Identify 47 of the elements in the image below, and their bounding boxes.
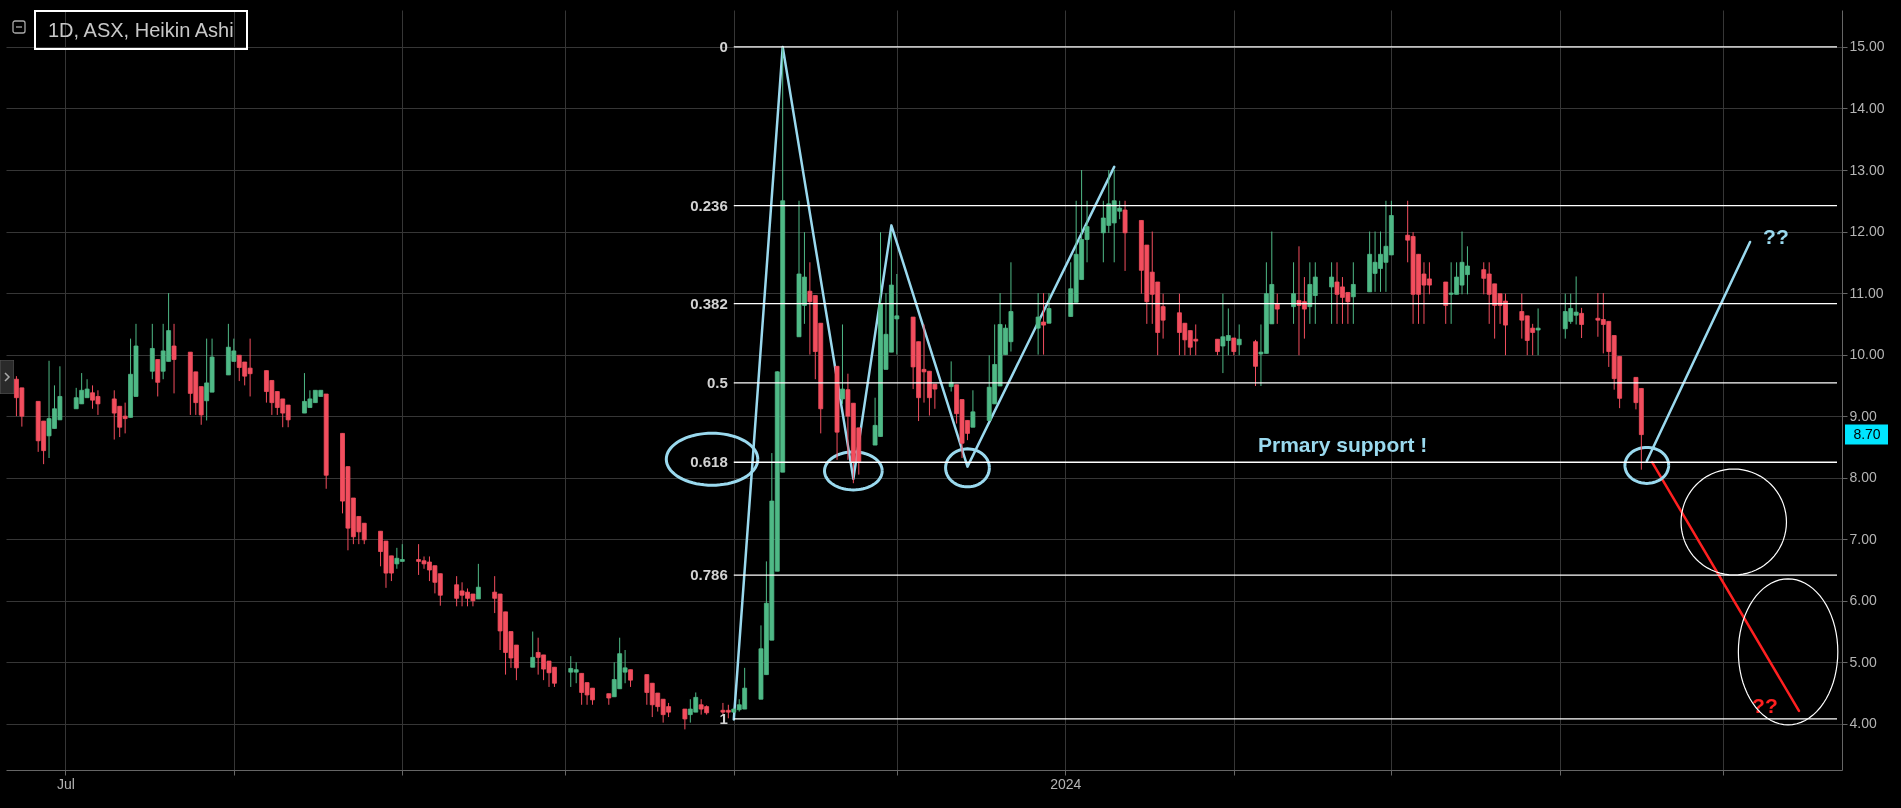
annotation: Prmary support ! <box>1258 433 1428 457</box>
y-tick-label: 8.00 <box>1849 469 1877 486</box>
candlestick <box>1291 261 1296 325</box>
candlestick <box>1443 281 1449 325</box>
candlestick <box>1046 292 1052 324</box>
chart-title: 1D, ASX, Heikin Ashi <box>34 10 248 50</box>
candlestick <box>171 323 177 394</box>
ref-line-label: 0.786 <box>690 566 728 584</box>
candlestick <box>1035 292 1041 356</box>
y-tick-label: 9.00 <box>1849 407 1877 424</box>
ref-line-label: 0.382 <box>690 294 728 312</box>
y-tick-label: 13.00 <box>1849 161 1885 178</box>
x-tick-label: Jul <box>56 775 75 792</box>
annotation: ?? <box>1763 225 1789 248</box>
line-series <box>732 45 1116 721</box>
y-tick-label: 5.00 <box>1849 653 1877 670</box>
candlestick <box>530 631 536 668</box>
ref-line-label: 0.5 <box>706 373 728 391</box>
candlestick <box>1350 261 1356 325</box>
text: 8.70 <box>1853 425 1881 442</box>
annotation: ?? <box>1752 693 1778 717</box>
y-tick-label: 11.00 <box>1849 284 1884 301</box>
candlestick <box>840 323 845 405</box>
ref-line-label: 0 <box>719 37 728 55</box>
y-tick-label: 12.00 <box>1849 223 1885 240</box>
y-tick-label: 14.00 <box>1849 99 1885 116</box>
ref-line-label: 0.618 <box>690 453 728 471</box>
candlestick <box>1329 261 1334 325</box>
y-tick-label: 15.00 <box>1849 38 1885 55</box>
candlestick <box>1041 292 1046 356</box>
y-tick-label: 7.00 <box>1849 530 1877 547</box>
y-tick-label: 10.00 <box>1849 346 1885 363</box>
candlestick <box>149 323 155 380</box>
y-tick-label: 4.00 <box>1849 715 1877 732</box>
candlestick <box>1535 307 1541 356</box>
ref-line-label: 0.236 <box>690 196 728 214</box>
candlestick <box>1122 200 1128 272</box>
x-tick-label: 2024 <box>1050 775 1082 792</box>
candlestick <box>1274 293 1280 325</box>
candlestick <box>475 563 481 600</box>
candlestick <box>155 359 161 397</box>
candlestick <box>1579 307 1584 339</box>
ref-line-label: 1 <box>719 709 728 727</box>
candlestick <box>970 389 976 428</box>
candlestick <box>1236 323 1242 356</box>
candlestick <box>682 708 688 730</box>
y-tick-label: 6.00 <box>1849 592 1877 609</box>
